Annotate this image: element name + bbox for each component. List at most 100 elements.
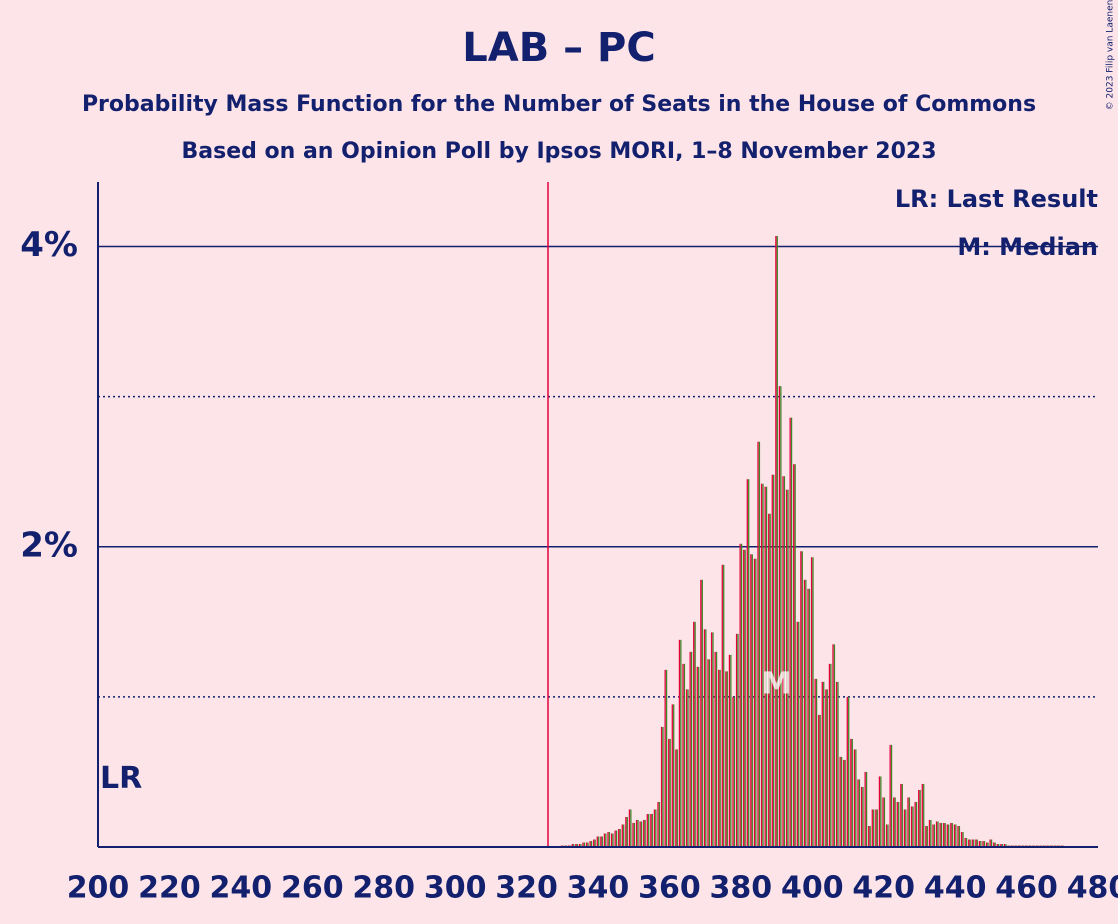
bar — [771, 474, 773, 847]
bar — [658, 801, 661, 847]
bar — [944, 822, 946, 847]
bar — [812, 557, 814, 847]
bar — [643, 819, 645, 847]
bar — [846, 696, 848, 847]
bar — [683, 663, 686, 847]
bar — [975, 839, 977, 847]
bar — [955, 824, 957, 847]
x-tick-label: 480 — [1067, 871, 1118, 906]
bar — [728, 654, 731, 847]
bar — [894, 797, 896, 847]
bar — [880, 776, 882, 847]
y-tick-label: 4% — [20, 225, 78, 265]
bar — [821, 681, 823, 847]
bar — [921, 783, 923, 847]
bar — [789, 417, 791, 847]
bar — [930, 819, 932, 847]
x-tick-label: 220 — [138, 871, 201, 906]
bar — [826, 689, 828, 847]
bar — [983, 840, 986, 847]
bar — [764, 486, 766, 847]
bar — [893, 797, 895, 847]
x-tick-label: 380 — [710, 871, 773, 906]
bar — [753, 558, 756, 847]
bar — [907, 797, 909, 847]
bar — [943, 822, 945, 847]
bar — [780, 386, 782, 847]
bar — [583, 842, 586, 847]
bar — [940, 822, 943, 847]
median-label: M — [762, 666, 792, 701]
bar — [612, 833, 614, 847]
bar — [637, 819, 639, 847]
bar — [844, 759, 846, 847]
bar — [635, 819, 638, 847]
bar — [671, 704, 673, 847]
x-tick-label: 360 — [638, 871, 701, 906]
bar — [790, 417, 793, 847]
bar — [690, 651, 693, 847]
bar — [739, 543, 741, 847]
bar — [885, 824, 888, 847]
x-tick-label: 420 — [852, 871, 915, 906]
bar — [648, 813, 650, 847]
bar — [1005, 843, 1007, 847]
bar — [808, 588, 811, 847]
bar — [689, 651, 691, 847]
bar — [923, 783, 925, 847]
bar — [850, 738, 852, 847]
bar — [743, 549, 745, 847]
bar — [587, 842, 589, 847]
bar — [951, 822, 953, 847]
bar — [933, 824, 936, 847]
bar — [665, 669, 668, 847]
bar — [953, 824, 956, 847]
bar — [978, 840, 981, 847]
bar — [1001, 843, 1003, 847]
bar — [623, 824, 625, 847]
bar — [757, 441, 759, 847]
bar — [746, 479, 748, 847]
bar — [730, 654, 732, 847]
bar — [639, 821, 641, 847]
bar — [723, 564, 725, 847]
bar — [632, 822, 634, 847]
bar — [882, 797, 884, 847]
bar — [860, 786, 863, 847]
bar — [814, 678, 816, 847]
bar — [828, 663, 831, 847]
bar — [653, 809, 656, 847]
bar — [957, 825, 959, 847]
bar — [721, 564, 723, 847]
bar — [708, 659, 711, 847]
bar — [755, 558, 757, 847]
bar — [998, 843, 1000, 847]
bar — [735, 633, 738, 847]
x-tick-label: 400 — [781, 871, 844, 906]
bar — [989, 839, 991, 847]
bar — [675, 749, 677, 847]
bar — [912, 806, 914, 847]
bar — [715, 651, 718, 847]
bar — [682, 663, 684, 847]
bar — [807, 588, 809, 847]
bar — [887, 824, 889, 847]
bar — [646, 813, 648, 847]
bar — [633, 822, 636, 847]
bar — [976, 839, 978, 847]
bar — [971, 839, 973, 847]
bar — [640, 821, 643, 847]
bar — [985, 842, 988, 847]
bar — [725, 671, 727, 847]
bar — [853, 749, 856, 847]
bar — [660, 726, 663, 847]
last-result-label: LR — [100, 761, 142, 796]
bar — [678, 639, 681, 847]
bar — [644, 819, 646, 847]
bar — [900, 783, 902, 847]
bar — [676, 749, 678, 847]
bar — [610, 833, 613, 847]
bar — [964, 837, 966, 847]
bar — [701, 579, 703, 847]
bar — [732, 696, 734, 847]
